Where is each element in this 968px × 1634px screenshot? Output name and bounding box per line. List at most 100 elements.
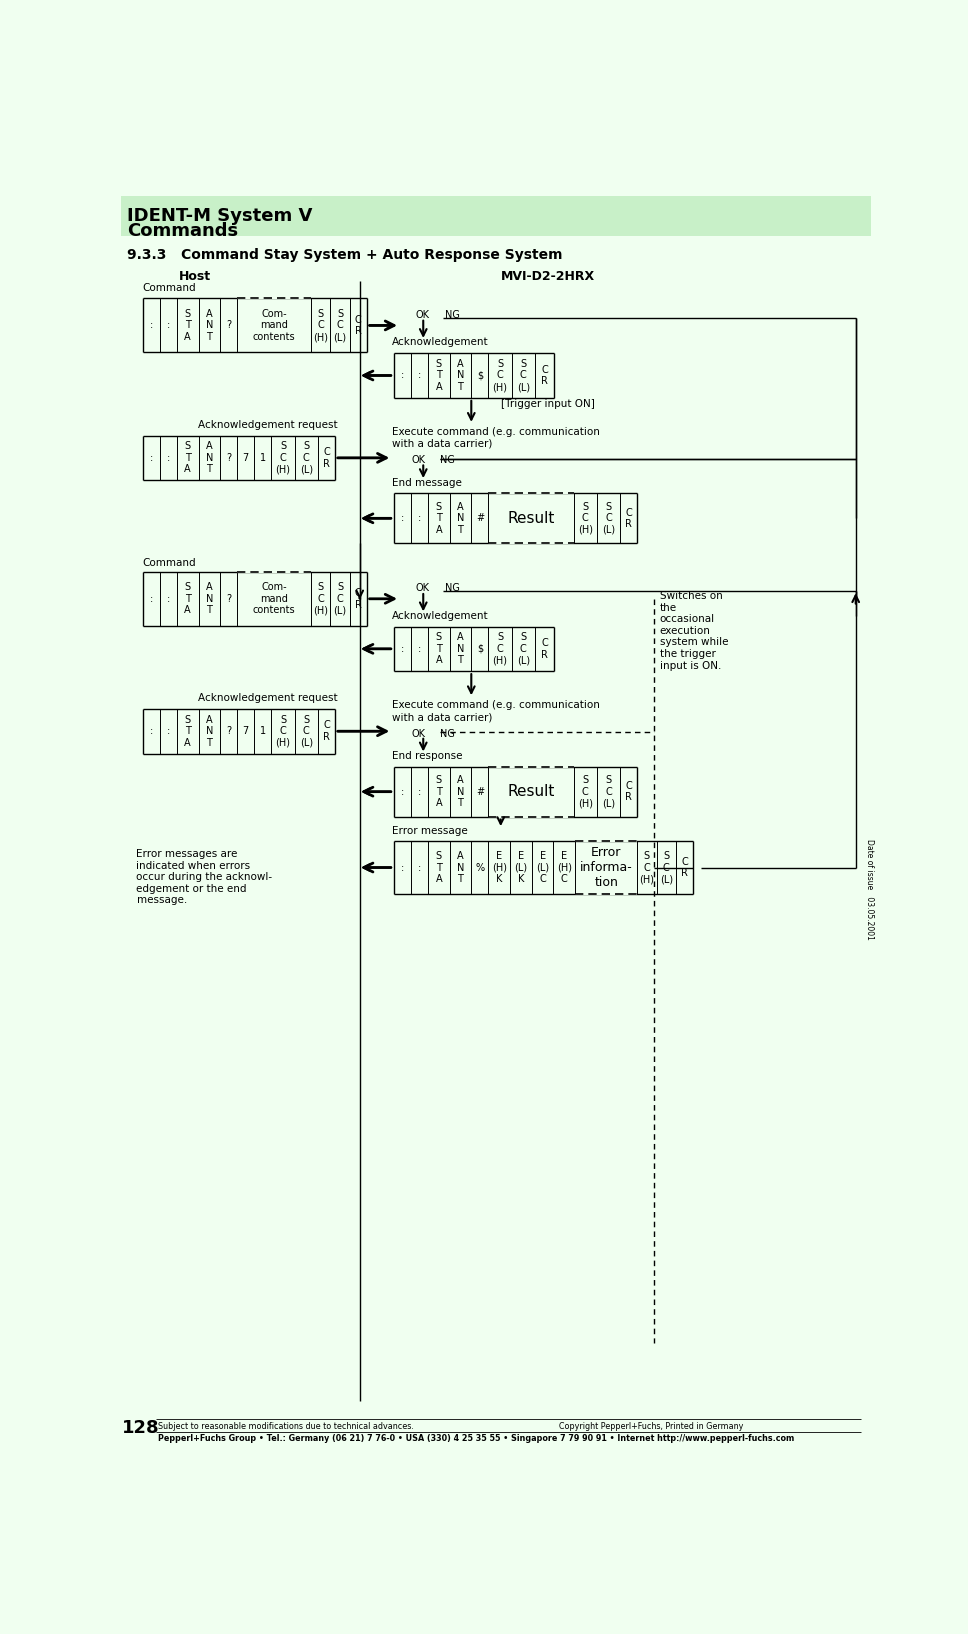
Text: Result: Result	[507, 511, 555, 526]
Text: $: $	[477, 644, 483, 654]
Text: :: :	[401, 786, 404, 797]
Text: :: :	[401, 513, 404, 523]
Bar	[121, 196, 871, 237]
Text: Execute command (e.g. communication
with a data carrier): Execute command (e.g. communication with…	[392, 426, 600, 449]
Text: S
C
(L): S C (L)	[517, 359, 529, 392]
Text: S
T
A: S T A	[184, 582, 191, 616]
Text: Pepperl+Fuchs Group • Tel.: Germany (06 21) 7 76-0 • USA (330) 4 25 35 55 • Sing: Pepperl+Fuchs Group • Tel.: Germany (06 …	[158, 1435, 795, 1443]
Text: NG: NG	[445, 583, 460, 593]
Text: End response: End response	[392, 752, 463, 761]
Text: S
C
(L): S C (L)	[517, 632, 529, 665]
Text: S
C
(H): S C (H)	[276, 441, 290, 474]
Text: 7: 7	[243, 725, 249, 737]
Text: Switches on
the
occasional
execution
system while
the trigger
input is ON.: Switches on the occasional execution sys…	[659, 592, 728, 670]
Text: A
N
T: A N T	[205, 309, 213, 342]
Text: OK: OK	[411, 729, 426, 739]
Text: OK: OK	[411, 456, 426, 466]
Text: Commands: Commands	[127, 222, 238, 240]
Text: Result: Result	[507, 784, 555, 799]
Text: S
C
(H): S C (H)	[313, 582, 328, 616]
Text: A
N
T: A N T	[457, 851, 464, 884]
Text: MVI-D2-2HRX: MVI-D2-2HRX	[500, 271, 595, 283]
Text: Error messages are
indicated when errors
occur during the acknowl-
edgement or t: Error messages are indicated when errors…	[136, 850, 273, 905]
Text: S
T
A: S T A	[184, 309, 191, 342]
Text: 1: 1	[259, 453, 266, 462]
Text: OK: OK	[415, 310, 430, 320]
Text: S
T
A: S T A	[436, 502, 442, 534]
Text: C
R: C R	[541, 637, 548, 660]
Text: #: #	[475, 786, 484, 797]
Text: C
R: C R	[625, 781, 632, 802]
Text: :: :	[418, 863, 421, 873]
Text: #: #	[475, 513, 484, 523]
Text: Subject to reasonable modifications due to technical advances.                  : Subject to reasonable modifications due …	[158, 1422, 743, 1431]
Text: Acknowledgement request: Acknowledgement request	[198, 420, 338, 430]
Text: A
N
T: A N T	[457, 775, 464, 809]
Text: S
C
(L): S C (L)	[659, 851, 673, 884]
Text: :: :	[150, 453, 153, 462]
Text: :: :	[418, 513, 421, 523]
Text: OK: OK	[415, 583, 430, 593]
Text: :: :	[150, 593, 153, 605]
Text: E
(L)
K: E (L) K	[514, 851, 528, 884]
Text: S
C
(H): S C (H)	[493, 359, 507, 392]
Text: C
R: C R	[681, 856, 688, 879]
Text: S
C
(H): S C (H)	[578, 775, 592, 809]
Text: Acknowledgement request: Acknowledgement request	[198, 693, 338, 703]
Text: 9.3.3   Command Stay System + Auto Response System: 9.3.3 Command Stay System + Auto Respons…	[127, 248, 562, 263]
Text: A
N
T: A N T	[457, 359, 464, 392]
Text: Com-
mand
contents: Com- mand contents	[253, 309, 295, 342]
Text: Date of issue   03.05.2001: Date of issue 03.05.2001	[865, 838, 874, 940]
Text: :: :	[418, 371, 421, 381]
Text: S
T
A: S T A	[436, 632, 442, 665]
Text: :: :	[166, 320, 170, 330]
Text: C
R: C R	[354, 588, 362, 609]
Text: Host: Host	[179, 271, 211, 283]
Text: E
(H)
K: E (H) K	[492, 851, 506, 884]
Text: S
C
(H): S C (H)	[276, 714, 290, 748]
Text: ?: ?	[227, 725, 231, 737]
Text: C
R: C R	[323, 448, 330, 469]
Text: ?: ?	[227, 453, 231, 462]
Text: Acknowledgement: Acknowledgement	[392, 611, 489, 621]
Text: Error
informa-
tion: Error informa- tion	[580, 846, 632, 889]
Text: :: :	[401, 863, 404, 873]
Text: :: :	[150, 320, 153, 330]
Text: %: %	[475, 863, 484, 873]
Text: :: :	[166, 453, 170, 462]
Text: S
C
(H): S C (H)	[639, 851, 654, 884]
Text: S
T
A: S T A	[436, 775, 442, 809]
Text: S
C
(L): S C (L)	[602, 502, 615, 534]
Text: S
C
(H): S C (H)	[578, 502, 592, 534]
Text: :: :	[418, 644, 421, 654]
Text: :: :	[166, 725, 170, 737]
Text: S
C
(L): S C (L)	[333, 309, 347, 342]
Text: S
C
(H): S C (H)	[313, 309, 328, 342]
Text: Error message: Error message	[392, 825, 468, 835]
Text: S
C
(L): S C (L)	[300, 441, 313, 474]
Text: 1: 1	[259, 725, 266, 737]
Text: S
T
A: S T A	[184, 714, 191, 748]
Text: A
N
T: A N T	[205, 582, 213, 616]
Text: [Trigger input ON]: [Trigger input ON]	[500, 399, 594, 408]
Text: S
T
A: S T A	[436, 359, 442, 392]
Text: A
N
T: A N T	[457, 632, 464, 665]
Text: :: :	[401, 371, 404, 381]
Text: E
(H)
C: E (H) C	[557, 851, 572, 884]
Text: ?: ?	[227, 320, 231, 330]
Text: Com-
mand
contents: Com- mand contents	[253, 582, 295, 616]
Text: E
(L)
C: E (L) C	[536, 851, 549, 884]
Text: 128: 128	[122, 1418, 160, 1436]
Text: NG: NG	[440, 456, 455, 466]
Text: S
C
(L): S C (L)	[333, 582, 347, 616]
Text: S
C
(H): S C (H)	[493, 632, 507, 665]
Text: S
C
(L): S C (L)	[602, 775, 615, 809]
Text: S
C
(L): S C (L)	[300, 714, 313, 748]
Text: 7: 7	[243, 453, 249, 462]
Text: :: :	[401, 644, 404, 654]
Text: Command: Command	[142, 557, 197, 567]
Text: :: :	[418, 786, 421, 797]
Text: Command: Command	[142, 283, 197, 294]
Text: NG: NG	[440, 729, 455, 739]
Text: A
N
T: A N T	[457, 502, 464, 534]
